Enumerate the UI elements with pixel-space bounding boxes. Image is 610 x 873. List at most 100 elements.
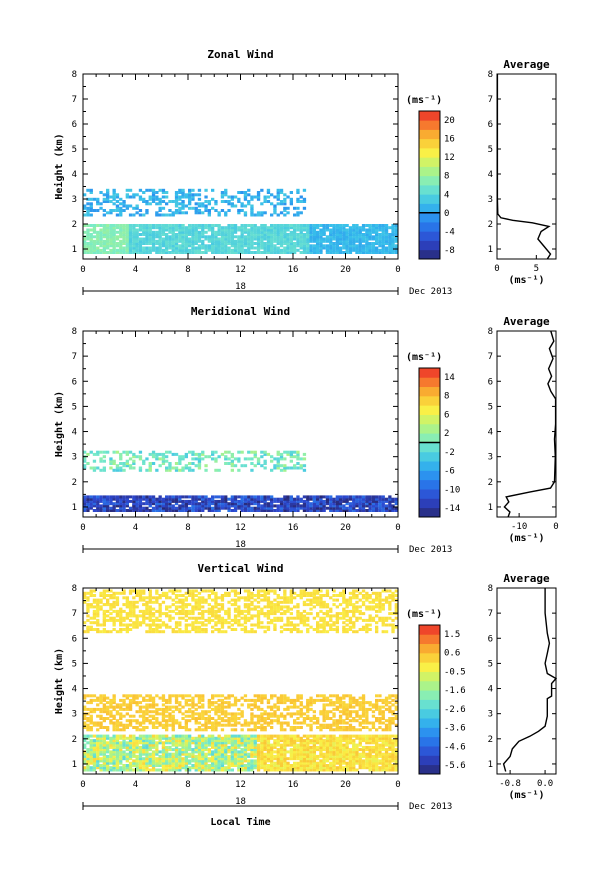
- heatmap-cell: [296, 506, 300, 510]
- heatmap-cell: [260, 719, 264, 723]
- heatmap-cell: [375, 224, 379, 227]
- heatmap-cell: [109, 710, 113, 714]
- heatmap-cell: [83, 464, 87, 468]
- heatmap-cell: [125, 450, 129, 454]
- heatmap-cell: [224, 757, 228, 761]
- heatmap-cell: [306, 226, 310, 230]
- heatmap-cell: [158, 239, 162, 243]
- heatmap-cell: [207, 764, 211, 767]
- heatmap-cell: [112, 696, 116, 700]
- heatmap-cell: [358, 701, 362, 705]
- heatmap-cell: [358, 230, 362, 234]
- heatmap-cell: [329, 748, 333, 752]
- heatmap-cell: [181, 468, 185, 472]
- heatmap-cell: [289, 743, 293, 747]
- heatmap-cell: [276, 226, 280, 230]
- heatmap-cell: [115, 712, 120, 716]
- heatmap-cell: [191, 705, 195, 709]
- heatmap-cell: [368, 741, 372, 745]
- heatmap-cell: [338, 226, 343, 230]
- heatmap-cell: [352, 757, 356, 761]
- heatmap-cell: [138, 757, 143, 761]
- heatmap-cell: [217, 757, 221, 761]
- heatmap-cell: [381, 237, 385, 241]
- heatmap-cell: [270, 761, 274, 765]
- heatmap-cell: [148, 468, 152, 472]
- heatmap-cell: [194, 768, 198, 772]
- heatmap-cell: [358, 495, 362, 499]
- heatmap-cell: [184, 204, 188, 208]
- heatmap-cell: [256, 754, 261, 758]
- heatmap-cell: [302, 741, 307, 745]
- heatmap-cell: [220, 752, 225, 756]
- heatmap-cell: [319, 504, 323, 508]
- heatmap-cell: [109, 596, 113, 600]
- heatmap-cell: [102, 459, 106, 463]
- heatmap-cell: [155, 721, 159, 725]
- heatmap-cell: [184, 761, 188, 765]
- heatmap-cell: [161, 723, 166, 727]
- heatmap-cell: [201, 752, 205, 756]
- heatmap-cell: [299, 457, 303, 461]
- heatmap-cell: [293, 242, 297, 245]
- heatmap-cell: [260, 761, 264, 765]
- heatmap-cell: [342, 734, 346, 738]
- heatmap-cell: [214, 764, 218, 767]
- heatmap-cell: [178, 736, 182, 740]
- heatmap-cell: [329, 244, 333, 248]
- heatmap-cell: [148, 235, 152, 239]
- heatmap-cell: [96, 741, 100, 745]
- heatmap-cell: [224, 736, 228, 740]
- heatmap-cell: [155, 710, 159, 714]
- heatmap-cell: [355, 509, 359, 512]
- heatmap-cell: [89, 235, 93, 239]
- heatmap-cell: [155, 224, 159, 227]
- heatmap-cell: [201, 211, 205, 215]
- heatmap-cell: [109, 195, 113, 199]
- heatmap-cell: [394, 768, 398, 772]
- average-y-tick-label: 5: [488, 402, 493, 412]
- heatmap-cell: [184, 748, 188, 752]
- heatmap-cell: [145, 712, 149, 716]
- heatmap-cell: [247, 193, 251, 197]
- heatmap-cell: [260, 244, 264, 248]
- heatmap-cell: [240, 209, 244, 212]
- heatmap-cell: [171, 224, 175, 227]
- heatmap-cell: [128, 248, 133, 252]
- heatmap-cell: [266, 736, 271, 740]
- heatmap-cell: [250, 703, 254, 707]
- heatmap-cell: [247, 723, 251, 727]
- heatmap-cell: [188, 195, 192, 199]
- heatmap-cell: [102, 614, 106, 618]
- heatmap-cell: [352, 239, 356, 243]
- heatmap-cell: [155, 734, 159, 738]
- heatmap-cell: [132, 195, 136, 199]
- heatmap-cell: [302, 228, 307, 232]
- heatmap-cell: [368, 764, 372, 767]
- heatmap-cell: [256, 502, 261, 506]
- heatmap-cell: [293, 705, 297, 709]
- heatmap-cell: [309, 707, 313, 711]
- heatmap-cell: [102, 193, 106, 197]
- heatmap-cell: [270, 239, 274, 243]
- heatmap-cell: [227, 224, 231, 227]
- heatmap-cell: [204, 230, 208, 234]
- heatmap-cell: [86, 630, 90, 634]
- heatmap-cell: [309, 248, 313, 252]
- heatmap-cell: [112, 237, 116, 241]
- heatmap-cell: [99, 698, 103, 702]
- heatmap-cell: [375, 741, 379, 745]
- heatmap-cell: [194, 509, 198, 512]
- heatmap-cell: [299, 736, 303, 740]
- heatmap-cell: [302, 761, 307, 765]
- heatmap-cell: [335, 235, 339, 239]
- heatmap-cell: [250, 233, 254, 236]
- heatmap-cell: [161, 191, 166, 194]
- heatmap-cell: [365, 224, 369, 227]
- heatmap-cell: [125, 242, 129, 245]
- heatmap-cell: [194, 502, 198, 506]
- heatmap-cell: [368, 499, 372, 503]
- heatmap-cell: [128, 701, 133, 705]
- heatmap-cell: [309, 239, 313, 243]
- heatmap-cell: [368, 757, 372, 761]
